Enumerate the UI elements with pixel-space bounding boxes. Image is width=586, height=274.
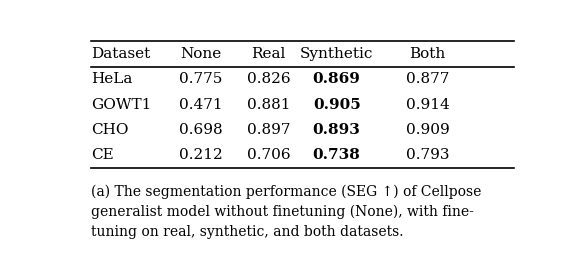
Text: 0.738: 0.738 xyxy=(313,148,360,162)
Text: Real: Real xyxy=(251,47,286,61)
Text: 0.826: 0.826 xyxy=(247,72,290,86)
Text: CE: CE xyxy=(91,148,114,162)
Text: Dataset: Dataset xyxy=(91,47,151,61)
Text: HeLa: HeLa xyxy=(91,72,133,86)
Text: 0.775: 0.775 xyxy=(179,72,222,86)
Text: 0.698: 0.698 xyxy=(179,123,222,137)
Text: GOWT1: GOWT1 xyxy=(91,98,152,112)
Text: Both: Both xyxy=(410,47,445,61)
Text: 0.471: 0.471 xyxy=(179,98,222,112)
Text: 0.706: 0.706 xyxy=(247,148,290,162)
Text: None: None xyxy=(180,47,221,61)
Text: 0.869: 0.869 xyxy=(313,72,360,86)
Text: 0.893: 0.893 xyxy=(313,123,360,137)
Text: Synthetic: Synthetic xyxy=(300,47,373,61)
Text: 0.905: 0.905 xyxy=(313,98,360,112)
Text: 0.897: 0.897 xyxy=(247,123,290,137)
Text: 0.909: 0.909 xyxy=(406,123,449,137)
Text: (a) The segmentation performance (SEG ↑) of Cellpose
generalist model without fi: (a) The segmentation performance (SEG ↑)… xyxy=(91,185,482,239)
Text: CHO: CHO xyxy=(91,123,129,137)
Text: 0.212: 0.212 xyxy=(179,148,222,162)
Text: 0.881: 0.881 xyxy=(247,98,290,112)
Text: 0.877: 0.877 xyxy=(406,72,449,86)
Text: 0.793: 0.793 xyxy=(406,148,449,162)
Text: 0.914: 0.914 xyxy=(406,98,449,112)
